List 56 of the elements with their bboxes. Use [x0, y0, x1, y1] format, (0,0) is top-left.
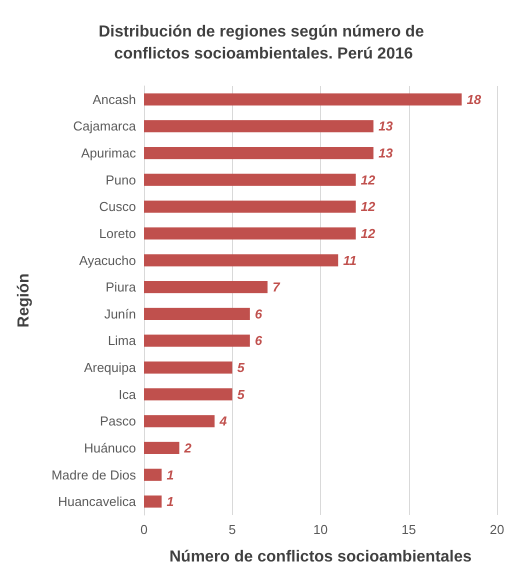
y-tick-label: Ayacucho	[79, 252, 136, 268]
x-tick-label: 0	[140, 522, 148, 537]
bar	[144, 93, 462, 106]
x-tick-label: 10	[313, 522, 328, 537]
data-label: 6	[254, 333, 263, 348]
bar	[144, 227, 356, 240]
y-tick-label: Apurimac	[81, 146, 136, 161]
bar	[144, 120, 374, 132]
bar	[144, 362, 232, 374]
bar	[144, 308, 250, 320]
x-tick-label: 15	[402, 522, 416, 537]
bar	[144, 388, 232, 400]
bar	[144, 415, 215, 428]
bar	[144, 147, 374, 160]
y-tick-label: Cajamarca	[73, 118, 137, 134]
x-tick-label: 20	[490, 522, 504, 537]
bar	[144, 174, 356, 186]
data-label: 2	[183, 440, 192, 456]
y-tick-label: Junín	[104, 306, 136, 322]
data-label: 7	[272, 280, 281, 295]
y-tick-label: Huánuco	[84, 440, 136, 456]
y-tick-label: Lima	[108, 333, 137, 348]
y-tick-label: Ica	[118, 386, 137, 402]
bar	[144, 334, 250, 347]
data-label: 6	[254, 306, 263, 322]
data-label: 13	[378, 118, 394, 134]
y-tick-label: Puno	[106, 172, 136, 188]
y-axis-title: Región	[16, 273, 32, 328]
data-label: 18	[466, 92, 482, 107]
data-label: 12	[360, 199, 376, 214]
data-label: 5	[237, 360, 246, 376]
y-tick-label: Loreto	[99, 226, 136, 241]
data-label: 13	[378, 146, 394, 161]
bar	[144, 468, 162, 481]
data-label: 5	[237, 386, 246, 402]
chart-title: Distribución de regiones según número de conflictos socioambientales. Perú 2016	[98, 24, 428, 62]
x-tick-label: 5	[228, 522, 236, 537]
y-tick-label: Piura	[106, 280, 137, 295]
bar	[144, 254, 338, 266]
bar	[144, 496, 162, 508]
bar	[144, 200, 356, 213]
y-tick-label: Cusco	[99, 199, 136, 214]
data-label: 12	[360, 172, 376, 188]
y-tick-label: Pasco	[100, 414, 136, 429]
data-label: 12	[360, 226, 376, 241]
x-axis-title: Número de conflictos socioambientales	[169, 548, 472, 566]
data-label: 4	[218, 414, 228, 429]
y-tick-label: Huancavelica	[58, 494, 137, 510]
bar	[144, 442, 180, 454]
y-tick-label: Madre de Dios	[51, 467, 136, 482]
y-tick-label: Ancash	[92, 92, 136, 107]
bar	[144, 281, 268, 294]
data-label: 11	[343, 252, 357, 268]
data-label: 1	[166, 494, 174, 510]
y-tick-label: Arequipa	[84, 360, 137, 376]
data-label: 1	[166, 467, 174, 482]
